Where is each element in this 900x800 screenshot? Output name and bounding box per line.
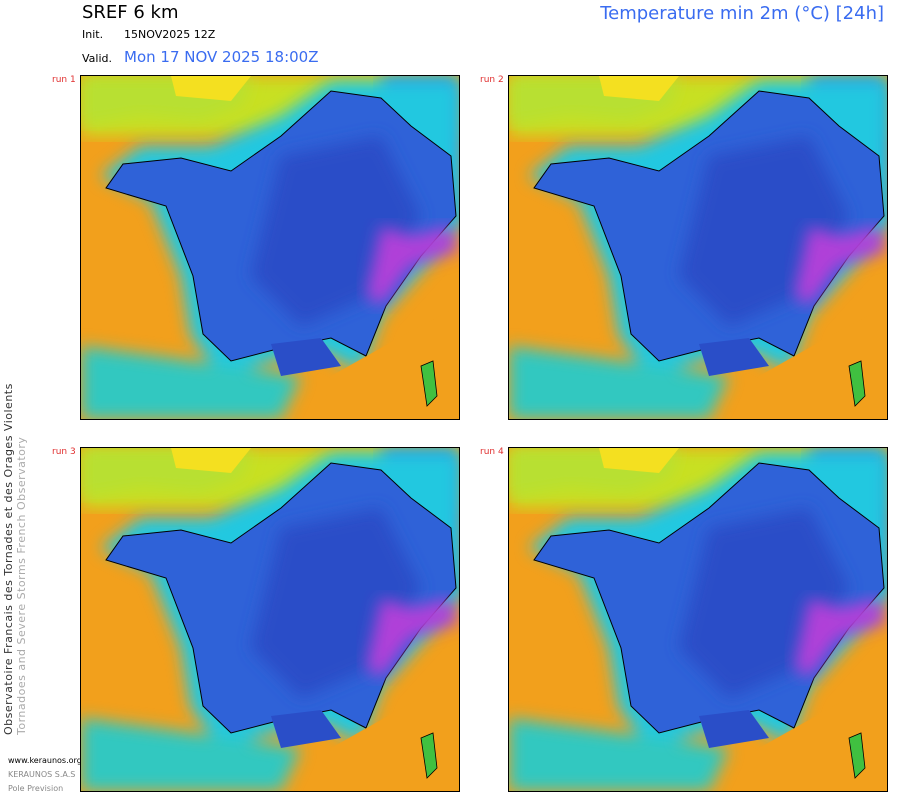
init-label: Init. [82, 28, 104, 41]
temperature-map [508, 447, 888, 792]
product-title: Temperature min 2m (°C) [24h] [600, 3, 884, 24]
run-label: run 4 [480, 447, 504, 457]
sidebar-organisation-en: Tornadoes and Severe Storms French Obser… [15, 436, 28, 735]
run-label: run 1 [52, 75, 76, 85]
sidebar-organisation: Observatoire Francais des Tornades et de… [2, 383, 15, 735]
run-label: run 2 [480, 75, 504, 85]
temperature-map [80, 447, 460, 792]
valid-label: Valid. [82, 52, 113, 65]
run-label: run 3 [52, 447, 76, 457]
company: KERAUNOS S.A.S [8, 770, 76, 779]
temperature-map [80, 75, 460, 420]
valid-date: Mon 17 NOV 2025 18:00Z [124, 48, 319, 66]
temperature-map [508, 75, 888, 420]
website: www.keraunos.org [8, 756, 82, 765]
init-date: 15NOV2025 12Z [124, 28, 216, 41]
department: Pole Prevision [8, 784, 64, 793]
model-title: SREF 6 km [82, 2, 179, 23]
